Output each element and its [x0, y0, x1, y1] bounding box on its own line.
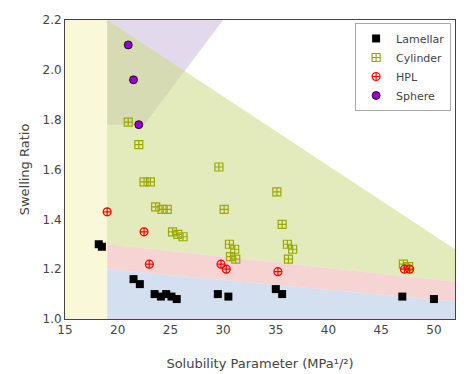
- svg-text:50: 50: [426, 323, 441, 337]
- svg-text:35: 35: [268, 323, 283, 337]
- svg-text:2.0: 2.0: [43, 63, 62, 77]
- svg-text:45: 45: [374, 323, 389, 337]
- svg-text:Solubility Parameter (MPa¹/²): Solubility Parameter (MPa¹/²): [166, 356, 353, 371]
- svg-text:Sphere: Sphere: [396, 90, 435, 103]
- svg-text:25: 25: [163, 323, 178, 337]
- svg-text:1.2: 1.2: [43, 262, 62, 276]
- svg-text:Cylinder: Cylinder: [396, 52, 442, 65]
- svg-text:20: 20: [110, 323, 125, 337]
- svg-text:2.2: 2.2: [43, 13, 62, 27]
- svg-text:1.0: 1.0: [43, 312, 62, 326]
- svg-text:Swelling Ratio: Swelling Ratio: [17, 124, 32, 216]
- svg-text:40: 40: [321, 323, 336, 337]
- svg-text:Lamellar: Lamellar: [396, 33, 444, 46]
- svg-text:HPL: HPL: [396, 71, 418, 84]
- svg-text:1.4: 1.4: [43, 213, 62, 227]
- svg-text:1.8: 1.8: [43, 113, 62, 127]
- svg-text:1.6: 1.6: [43, 163, 62, 177]
- svg-text:30: 30: [215, 323, 230, 337]
- svg-text:15: 15: [57, 323, 72, 337]
